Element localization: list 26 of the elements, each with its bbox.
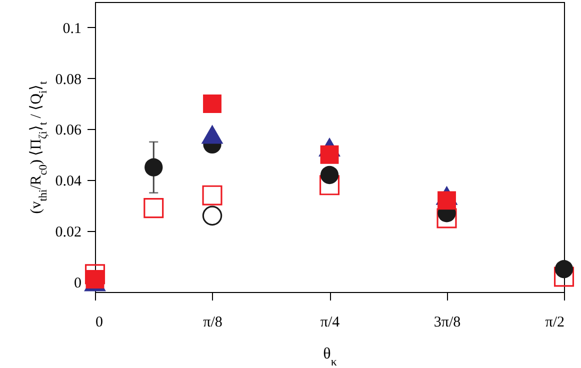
x-tick-label: π/4 [320,314,340,330]
point [554,266,574,287]
y-tick-label: 0.04 [55,174,82,190]
y-tick-label: 0 [74,275,82,292]
x-tick-label: π/2 [545,314,564,330]
point [320,145,339,164]
point [201,124,224,144]
x-tick-label: 0 [96,314,103,330]
y-tick-label: 0.06 [55,122,82,139]
point [86,270,104,288]
y-tick-label: 0.1 [62,20,82,37]
point [436,208,457,228]
point [144,158,163,176]
point [320,166,339,184]
point [554,260,574,278]
y-tick-label: 0.08 [55,72,82,88]
point [202,185,222,206]
point [203,94,222,113]
point [84,264,106,284]
x-axis-title: θ$_{κ}$ [323,346,337,368]
x-tick-label: π/8 [203,314,222,330]
y-tick-label: 0.02 [55,224,82,240]
point [319,175,340,196]
x-tick-label: 3π/8 [434,314,461,330]
point [144,198,164,218]
point [202,206,222,226]
